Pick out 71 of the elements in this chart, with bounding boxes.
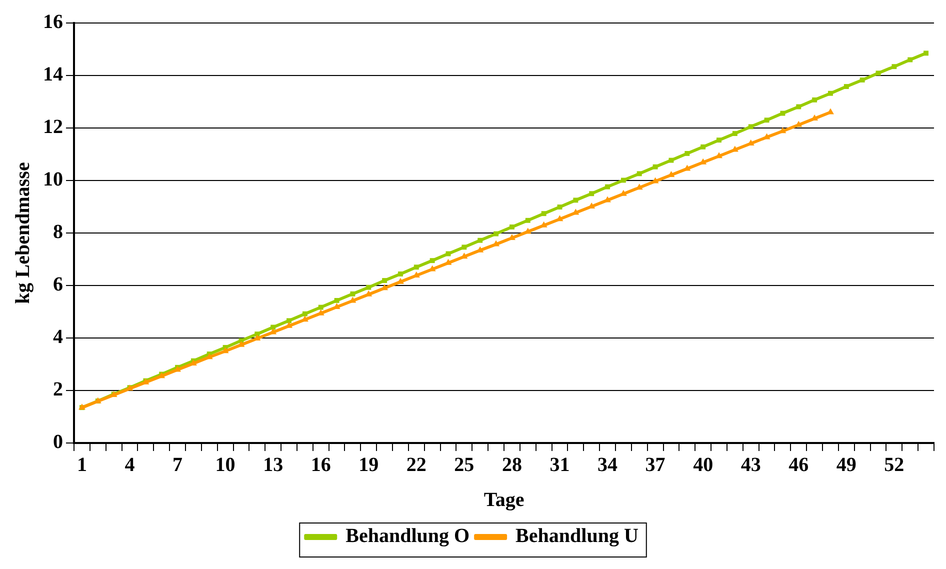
point [414, 264, 419, 270]
x-tick-label: 10 [215, 454, 236, 476]
point [892, 64, 897, 70]
y-tick-label: 16 [43, 11, 63, 34]
point [318, 304, 324, 310]
x-tick-label: 49 [836, 454, 856, 476]
point [780, 110, 786, 116]
x-tick-label: 7 [172, 454, 183, 476]
x-tick-label: 37 [645, 454, 666, 476]
y-tick-label: 14 [43, 64, 63, 86]
point [620, 178, 626, 183]
point [764, 118, 770, 123]
x-tick-label: 4 [124, 454, 135, 476]
point [700, 144, 706, 150]
y-tick-label: 8 [53, 221, 63, 244]
point [494, 231, 499, 236]
y-tick-label: 6 [53, 274, 63, 296]
x-tick-label: 16 [310, 454, 331, 476]
x-tick-label: 19 [358, 454, 379, 476]
point [478, 238, 483, 243]
x-tick-label: 25 [454, 454, 474, 476]
point [636, 171, 642, 176]
point [812, 97, 818, 102]
x-tick-label: 22 [406, 454, 426, 476]
point [908, 57, 913, 62]
point [844, 84, 849, 89]
x-tick-label: 13 [263, 454, 284, 476]
point [286, 318, 292, 324]
y-axis-title: kg Lebendmasse [12, 162, 34, 304]
point [382, 278, 388, 283]
x-tick-label: 40 [693, 454, 714, 476]
y-tick-label: 12 [43, 116, 63, 138]
point [684, 150, 690, 156]
point [350, 291, 356, 296]
legend-label: Behandlung O [346, 525, 470, 548]
point [860, 77, 865, 82]
point [732, 131, 738, 136]
point [652, 164, 658, 170]
x-tick-label: 1 [76, 454, 87, 476]
point [748, 124, 754, 130]
x-axis-title: Tage [484, 489, 524, 512]
y-tick-label: 4 [53, 326, 63, 348]
point [366, 284, 372, 290]
point [462, 244, 467, 250]
legend-label: Behandlung U [516, 525, 638, 548]
x-tick-label: 43 [740, 454, 761, 476]
point [398, 271, 403, 276]
point [876, 70, 881, 76]
x-tick-label: 31 [550, 454, 570, 476]
point [828, 90, 833, 96]
point [525, 218, 530, 223]
point [716, 138, 722, 143]
point [573, 198, 578, 203]
point [589, 191, 594, 196]
point [302, 311, 308, 316]
point [924, 50, 929, 56]
point [557, 204, 562, 210]
point [796, 104, 802, 110]
x-tick-label: 34 [598, 454, 618, 476]
point [334, 298, 340, 303]
point [605, 184, 610, 190]
y-tick-label: 10 [43, 168, 63, 191]
point [668, 158, 674, 163]
point [430, 258, 435, 264]
y-tick-label: 2 [53, 378, 63, 401]
point [541, 211, 546, 216]
x-tick-label: 46 [788, 454, 809, 476]
x-tick-label: 52 [884, 454, 904, 476]
x-tick-label: 28 [502, 454, 522, 476]
y-tick-label: 0 [53, 431, 63, 454]
point [509, 224, 514, 230]
